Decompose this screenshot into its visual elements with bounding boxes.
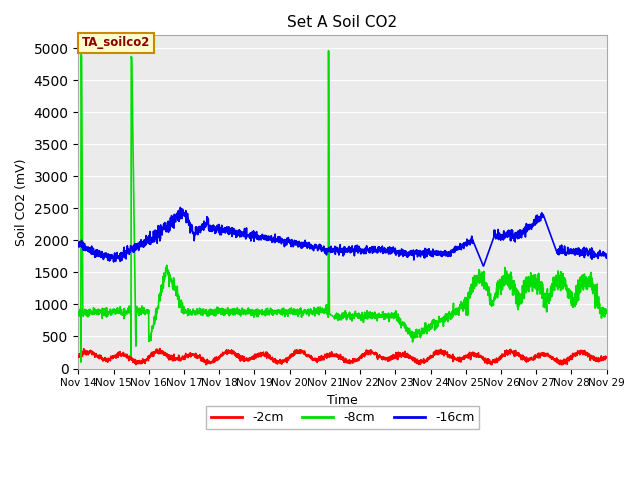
Title: Set A Soil CO2: Set A Soil CO2 (287, 15, 397, 30)
Y-axis label: Soil CO2 (mV): Soil CO2 (mV) (15, 158, 28, 246)
X-axis label: Time: Time (327, 394, 358, 407)
Legend: -2cm, -8cm, -16cm: -2cm, -8cm, -16cm (205, 406, 479, 429)
Text: TA_soilco2: TA_soilco2 (82, 36, 150, 49)
